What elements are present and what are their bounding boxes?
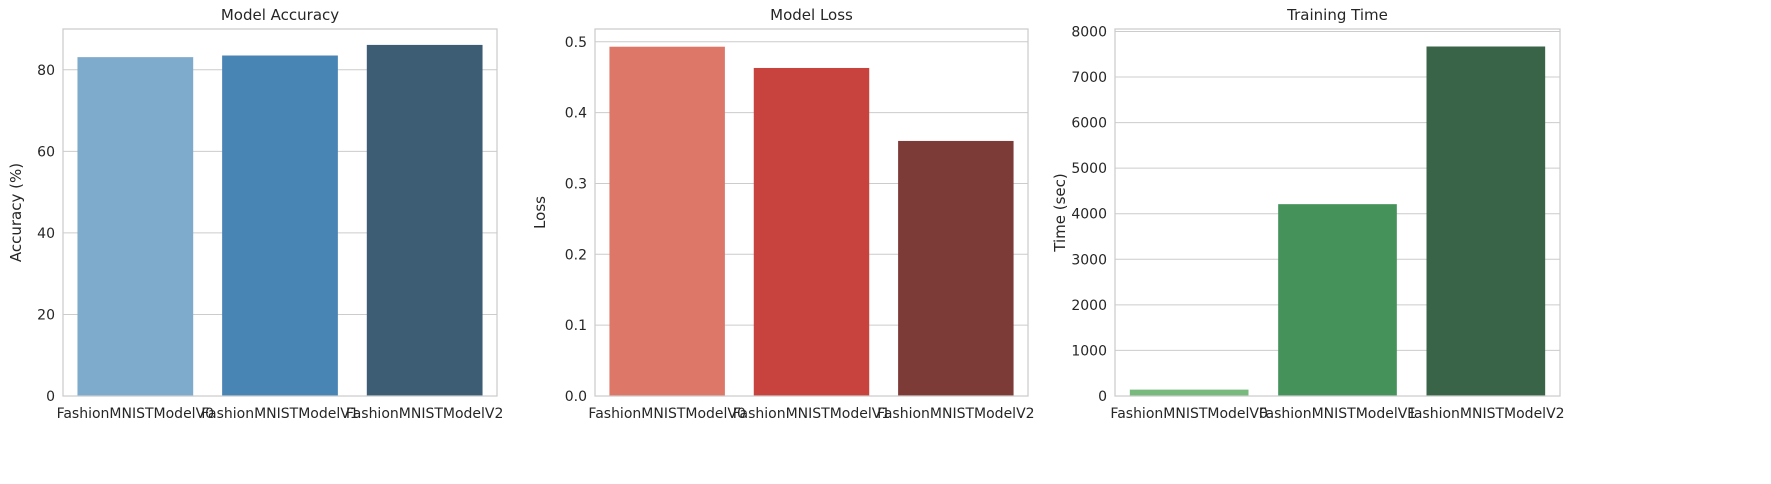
axes-frame: [1114, 28, 1561, 397]
x-tick-label: FashionMNISTModelV1: [201, 406, 358, 422]
bar-2: [1278, 204, 1397, 396]
x-tick-label: FashionMNISTModelV0: [588, 406, 745, 422]
y-tick-label: 0.1: [565, 318, 587, 334]
y-tick-label: 2000: [1071, 298, 1107, 314]
bar-2: [753, 67, 870, 397]
y-axis-label: Loss: [531, 196, 549, 229]
y-tick-label: 7000: [1071, 70, 1107, 86]
x-tick-label: FashionMNISTModelV2: [877, 406, 1034, 422]
y-tick-label: 1000: [1071, 343, 1107, 359]
bar-3: [1426, 46, 1546, 396]
bar-1: [77, 57, 194, 397]
y-tick-label: 0.4: [565, 106, 587, 122]
y-tick-label: 4000: [1071, 207, 1107, 223]
x-tick-label: FashionMNISTModelV2: [1407, 406, 1564, 422]
chart-title: Training Time: [1286, 6, 1388, 24]
y-tick-label: 40: [37, 226, 55, 242]
x-tick-label: FashionMNISTModelV0: [57, 406, 214, 422]
x-tick-label: FashionMNISTModelV2: [346, 406, 503, 422]
y-tick-label: 0.3: [565, 176, 587, 192]
chart-title: Model Accuracy: [221, 6, 339, 24]
x-tick-label: FashionMNISTModelV1: [733, 406, 890, 422]
y-axis-label: Time (sec): [1051, 173, 1069, 252]
y-tick-label: 3000: [1071, 252, 1107, 268]
y-tick-label: 6000: [1071, 116, 1107, 132]
chart-panel-1: 020406080FashionMNISTModelV0FashionMNIST…: [7, 6, 503, 422]
y-tick-label: 60: [37, 144, 55, 160]
bar-3: [366, 44, 483, 397]
y-tick-label: 0.5: [565, 35, 587, 51]
y-tick-label: 0: [1098, 389, 1107, 405]
bar-1: [609, 46, 725, 397]
y-tick-label: 0.2: [565, 247, 587, 263]
y-tick-label: 20: [37, 307, 55, 323]
y-axis-label: Accuracy (%): [7, 163, 25, 262]
bar-3: [898, 140, 1014, 396]
x-tick-label: FashionMNISTModelV1: [1259, 406, 1416, 422]
chart-panel-2: 0.00.10.20.30.40.5FashionMNISTModelV0Fas…: [531, 6, 1035, 422]
y-tick-label: 0.0: [565, 389, 587, 405]
axes-frame: [62, 28, 498, 397]
x-tick-label: FashionMNISTModelV0: [1110, 406, 1267, 422]
y-tick-label: 80: [37, 63, 55, 79]
chart-panel-3: 0 1000 2000 3000 4000 5000 6000 7000 8000 Fashion…: [1051, 6, 1565, 422]
y-tick-label: 8000: [1071, 24, 1107, 40]
axes-frame: [594, 28, 1029, 397]
bar-1: [1129, 389, 1249, 396]
chart-title: Model Loss: [770, 6, 853, 24]
y-tick-label: 0: [46, 389, 55, 405]
y-tick-label: 5000: [1071, 161, 1107, 177]
bar-2: [222, 55, 338, 396]
